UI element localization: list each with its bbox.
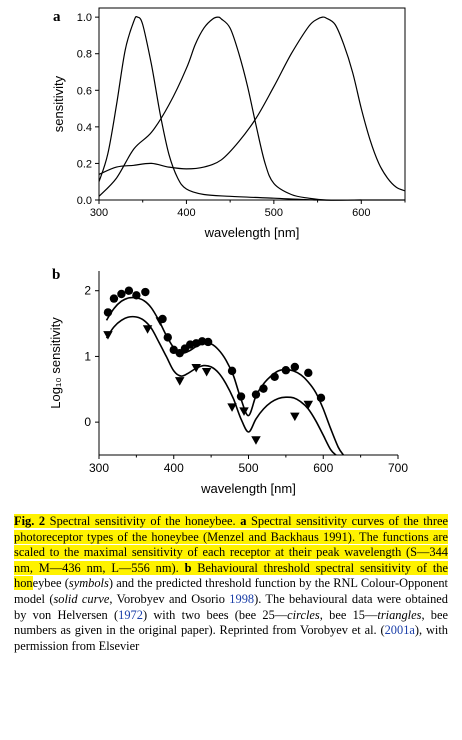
data-point-triangle: [251, 436, 261, 445]
x-tick-label: 500: [265, 207, 283, 219]
fit-curve-1: [105, 296, 345, 456]
data-point-circle: [227, 366, 237, 376]
x-tick-label: 500: [238, 461, 258, 475]
y-tick-label: 0: [84, 415, 91, 429]
caption-text: Spectral sensitivity curves of the three…: [14, 514, 449, 575]
caption-text: eybee (: [32, 576, 69, 591]
caption-ref-link[interactable]: 1972: [118, 607, 143, 622]
caption-italic: circles: [287, 607, 320, 622]
x-tick-label: 600: [313, 461, 333, 475]
series-line-1: [98, 15, 405, 201]
data-point-circle: [236, 392, 246, 401]
y-tick-label: 0.2: [77, 158, 92, 170]
caption-text: ) and the predicted threshold function b…: [14, 576, 448, 606]
data-point-triangle: [303, 400, 314, 410]
caption-text: , Vorobyev and Osorio: [109, 591, 230, 606]
data-point-circle: [124, 286, 134, 295]
x-tick-label: 400: [164, 461, 184, 475]
data-point-triangle: [155, 317, 166, 326]
caption-text: , bee 15—: [319, 607, 378, 622]
y-tick-label: 2: [84, 284, 91, 298]
x-axis-label: wavelength [nm]: [200, 481, 296, 496]
panel-a-letter: a: [53, 9, 61, 25]
caption-a: a: [240, 514, 247, 528]
fit-curve-2: [105, 315, 337, 456]
data-point-circle: [163, 333, 172, 342]
caption-text: , bee numbers as given in the original p…: [14, 607, 449, 638]
data-point-triangle: [191, 364, 201, 373]
data-point-triangle: [174, 377, 185, 386]
y-tick-label: 1: [84, 349, 91, 363]
caption-italic: solid curve: [53, 591, 110, 606]
y-tick-label: 0.6: [77, 85, 92, 97]
caption-fig-label: Fig. 2: [14, 514, 46, 528]
data-point-circle: [141, 287, 150, 297]
data-point-triangle: [142, 325, 153, 334]
data-point-circle: [316, 393, 326, 403]
data-point-circle: [251, 390, 261, 399]
y-tick-label: 0.0: [77, 195, 92, 207]
caption-text: Behavioural threshold spectral sensitivi…: [14, 560, 448, 591]
data-point-circle: [203, 337, 213, 347]
caption-text: ) with two bees (bee 25—: [142, 607, 288, 622]
x-tick-label: 400: [177, 207, 195, 219]
x-tick-label: 600: [352, 207, 370, 219]
y-tick-label: 0.8: [77, 49, 92, 61]
data-point-circle: [259, 384, 268, 393]
series-line-2: [98, 16, 362, 201]
caption-text: ), with permission from Elsevier: [14, 623, 448, 653]
data-point-circle: [290, 362, 300, 372]
x-tick-label: 700: [388, 461, 408, 475]
x-tick-label: 300: [89, 461, 109, 475]
series-line-3: [98, 16, 406, 192]
y-tick-label: 1.0: [77, 12, 92, 24]
data-point-circle: [281, 366, 291, 375]
caption-ref-link[interactable]: 2001a: [384, 623, 415, 638]
chart-a: 300 400 500 600 0.0 0.2 0.4 0.6 0.8 1.0 wavelength…: [51, 7, 406, 240]
data-point-circle: [109, 294, 119, 303]
y-axis-label: sensitivity: [51, 75, 66, 132]
y-tick-label: 0.4: [77, 122, 92, 134]
data-point-triangle: [201, 367, 212, 377]
figure-caption: Fig. 2 Spectral sensitivity of the honey…: [14, 514, 449, 654]
data-point-triangle: [103, 331, 113, 340]
data-point-triangle: [227, 403, 237, 412]
caption-b: b: [184, 560, 192, 575]
caption-text: ). The behavioural data were obtained by…: [14, 591, 448, 622]
data-point-triangle: [290, 412, 300, 422]
figure: a 300 400 500 600 0.0 0.2 0.4 0.6 0.8 1.0 waveleng…: [48, 7, 408, 496]
caption-text: Spectral sensitivity of the honeybee.: [45, 514, 241, 528]
data-point-circle: [132, 291, 141, 300]
data-point-triangle: [239, 407, 249, 416]
data-point-circle: [270, 372, 279, 381]
x-axis-label: wavelength [nm]: [204, 225, 300, 240]
chart-b: 300 400 500 600 700 0 1 2 wavelength [nm] Log₁₀ s…: [48, 271, 408, 496]
data-point-circle: [103, 308, 113, 317]
x-tick-label: 300: [90, 207, 108, 219]
data-point-circle: [304, 368, 313, 378]
caption-italic: symbols: [68, 576, 109, 591]
caption-ref-link[interactable]: 1998: [229, 591, 255, 606]
data-point-circle: [117, 289, 126, 299]
axes-frame: [98, 7, 406, 201]
caption-italic: triangles: [377, 607, 422, 622]
panel-b-letter: b: [52, 267, 60, 283]
y-axis-label: Log₁₀ sensitivity: [48, 317, 63, 409]
